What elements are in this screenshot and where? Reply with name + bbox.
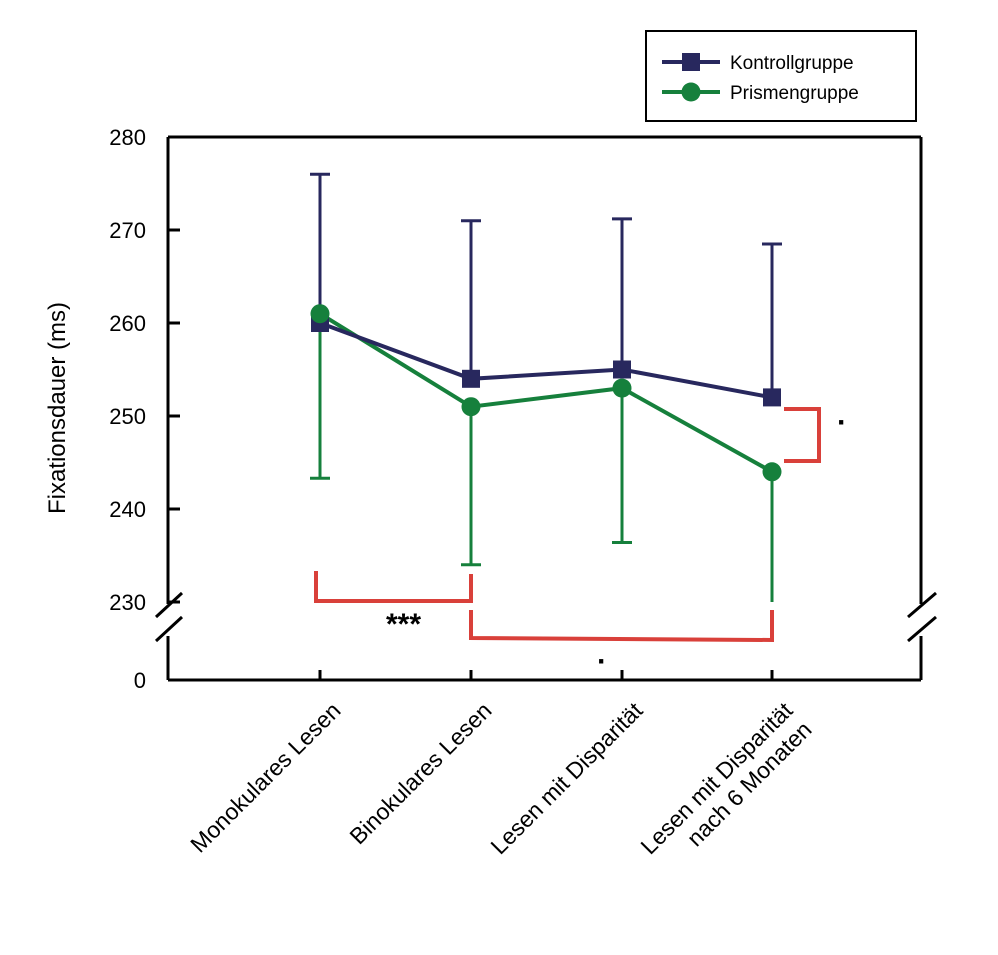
legend-label-kontrollgruppe: Kontrollgruppe: [730, 53, 854, 74]
point-kontrollgruppe-2: [613, 360, 631, 379]
legend-label-prismengruppe: Prismengruppe: [730, 83, 859, 104]
point-kontrollgruppe-3: [763, 388, 781, 407]
point-prismengruppe-0: [310, 304, 330, 324]
x-ticks: [318, 670, 774, 680]
significance-label-bino-6m: ·: [597, 645, 607, 678]
y-tick-label-240: 240: [109, 497, 146, 522]
series-line-prismengruppe: [318, 311, 773, 474]
legend-marker-prismengruppe: [681, 82, 701, 102]
category-label-1-line-0: Binokulares Lesen: [344, 697, 496, 849]
series-lines: [318, 311, 773, 474]
category-label-2: Lesen mit Disparität: [485, 697, 648, 860]
y-tick-label-260: 260: [109, 311, 146, 336]
y-tick-label-280: 280: [109, 125, 146, 150]
axis-break-left-a: [154, 591, 184, 619]
y-ticks: 280 270 260 250 240 230 0: [109, 125, 180, 693]
point-prismengruppe-1: [461, 397, 481, 417]
point-kontrollgruppe-1: [462, 369, 480, 388]
legend-item-prismengruppe: Prismengruppe: [662, 82, 859, 104]
series-line-kontrollgruppe: [319, 321, 773, 400]
point-prismengruppe-3: [762, 462, 782, 482]
axis-break-right-b: [907, 615, 937, 643]
category-label-3-line-0: Lesen mit Disparität: [635, 697, 798, 860]
legend-box: [645, 30, 917, 122]
significance-label-groups-6m: ·: [837, 406, 847, 439]
legend: Kontrollgruppe Prismengruppe: [645, 30, 917, 122]
y-axis-title: Fixationsdauer (ms): [44, 302, 71, 514]
category-label-1: Binokulares Lesen: [344, 697, 496, 849]
category-label-0-line-0: Monokulares Lesen: [185, 697, 345, 857]
point-prismengruppe-2: [612, 378, 632, 398]
significance-annotations: *** · ·: [314, 406, 847, 678]
significance-bracket-bino-6m: [469, 610, 774, 643]
legend-marker-kontrollgruppe: [682, 53, 700, 71]
y-tick-label-250: 250: [109, 404, 146, 429]
category-label-0: Monokulares Lesen: [185, 697, 345, 857]
legend-item-kontrollgruppe: Kontrollgruppe: [662, 53, 854, 74]
significance-bracket-groups-6m: [784, 407, 821, 463]
axis-break-right-a: [907, 591, 937, 619]
y-tick-label-270: 270: [109, 218, 146, 243]
category-label-2-line-0: Lesen mit Disparität: [485, 697, 648, 860]
y-tick-label-0: 0: [134, 668, 146, 693]
error-bars: [310, 172, 782, 602]
y-tick-label-230: 230: [109, 590, 146, 615]
markers: [310, 304, 782, 482]
significance-label-mono-bino: ***: [386, 608, 421, 641]
axes: [154, 135, 937, 682]
significance-bracket-mono-bino: [314, 571, 473, 603]
axis-break-left-b: [154, 615, 184, 643]
